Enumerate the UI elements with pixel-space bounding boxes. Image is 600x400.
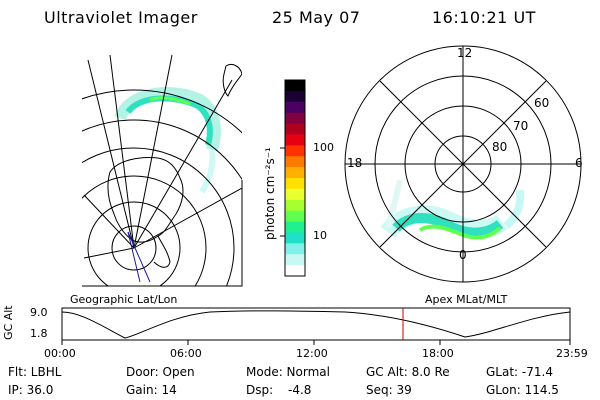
mlat-label-80: 80 — [492, 140, 508, 154]
mlt-label-12: 12 — [457, 46, 473, 60]
time-tick-2359: 23:59 — [556, 347, 588, 360]
mode-info: Mode: Normal — [246, 365, 330, 379]
dsp-info-value: -4.8 — [288, 383, 312, 397]
colorbar-segment — [285, 210, 305, 223]
gc-alt-axis-label: GC Alt — [2, 305, 15, 340]
gc-alt-info: GC Alt: 8.0 Re — [366, 365, 450, 379]
colorbar-segment — [285, 80, 305, 92]
time-label: 16:10:21 UT — [432, 8, 536, 27]
apex-aurora — [380, 179, 525, 240]
glat-info: GLat: -71.4 — [486, 365, 553, 379]
time-tick-0600: 06:00 — [170, 347, 202, 360]
apex-panel-label: Apex MLat/MLT — [425, 293, 508, 306]
mlt-label-6: 6 — [575, 156, 583, 170]
colorbar-segment — [285, 232, 305, 244]
mlt-label-18: 18 — [347, 156, 363, 170]
colorbar-segment — [285, 178, 305, 190]
colorbar-segment — [285, 145, 305, 157]
colorbar-segment — [285, 254, 305, 266]
mlt-label-0: 0 — [459, 248, 467, 262]
colorbar-segment — [285, 134, 305, 146]
colorbar-segment — [285, 221, 305, 233]
time-tick-1200: 12:00 — [296, 347, 328, 360]
colorbar-segment — [285, 188, 305, 201]
colorbar-unit-label: photon cm⁻²s⁻¹ — [263, 147, 277, 240]
time-tick-0000: 00:00 — [44, 347, 76, 360]
colorbar-segment — [285, 90, 305, 103]
ip-info: IP: 36.0 — [8, 383, 54, 397]
door-info: Door: Open — [126, 365, 195, 379]
instrument-title: Ultraviolet Imager — [44, 8, 198, 27]
glon-info: GLon: 114.5 — [486, 383, 559, 397]
colorbar-segment — [285, 156, 305, 168]
colorbar-segment — [285, 101, 305, 114]
dsp-info-label: Dsp: — [246, 383, 274, 397]
seq-info: Seq: 39 — [366, 383, 412, 397]
colorbar-segment — [285, 265, 305, 277]
gc-alt-tick-top: 9.0 — [30, 306, 48, 319]
colorbar-segment — [285, 167, 305, 179]
date-label: 25 May 07 — [272, 8, 361, 27]
colorbar-segment — [285, 199, 305, 212]
geo-aurora — [114, 87, 221, 194]
mlat-label-60: 60 — [534, 96, 550, 110]
geographic-panel-label: Geographic Lat/Lon — [70, 293, 178, 306]
gain-info: Gain: 14 — [126, 383, 177, 397]
colorbar-segment — [285, 112, 305, 125]
colorbar-segment — [285, 243, 305, 255]
flt-info: Flt: LBHL — [8, 365, 62, 379]
colorbar-segment — [285, 123, 305, 135]
colorbar-tick-100: 100 — [313, 141, 334, 154]
mlat-label-70: 70 — [513, 119, 529, 133]
time-tick-1800: 18:00 — [422, 347, 454, 360]
colorbar-tick-10: 10 — [313, 229, 327, 242]
gc-alt-tick-bottom: 1.8 — [30, 327, 48, 340]
antarctica-outline — [107, 157, 184, 243]
